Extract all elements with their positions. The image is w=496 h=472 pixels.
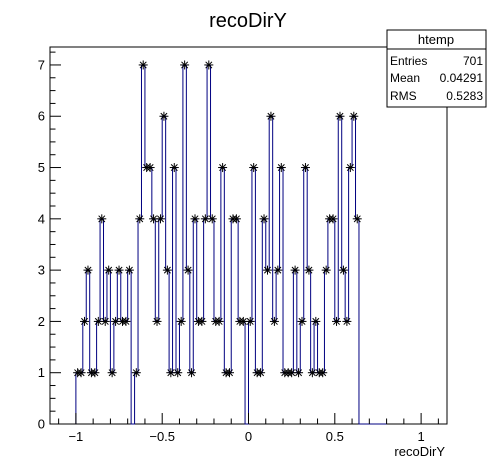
y-tick-label: 3 (38, 263, 45, 278)
chart-title: recoDirY (209, 10, 287, 32)
histogram-layer (73, 60, 387, 425)
bin-marker (135, 214, 145, 224)
bin-marker (131, 368, 141, 378)
bin-marker (342, 316, 352, 326)
bin-marker (256, 368, 266, 378)
bin-marker (190, 214, 200, 224)
bin-marker (304, 265, 314, 275)
bin-marker (145, 163, 155, 173)
stats-box: htemp Entries 701 Mean 0.04291 RMS 0.528… (386, 29, 487, 108)
bin-marker (269, 316, 279, 326)
bin-marker (162, 265, 172, 275)
bin-marker (169, 163, 179, 173)
bin-marker (214, 316, 224, 326)
x-tick-label: 1 (417, 429, 424, 444)
stats-rms-value: 0.5283 (446, 89, 483, 103)
bin-marker (231, 214, 241, 224)
y-tick-label: 0 (38, 417, 45, 432)
bin-marker (180, 60, 190, 70)
bin-marker (149, 214, 159, 224)
bin-marker (197, 316, 207, 326)
bin-marker (111, 316, 121, 326)
stats-mean-label: Mean (390, 71, 420, 85)
bin-marker (300, 163, 310, 173)
bin-marker (200, 214, 210, 224)
bin-marker (152, 316, 162, 326)
bin-marker (114, 265, 124, 275)
bin-marker (76, 368, 86, 378)
y-tick-label: 6 (38, 109, 45, 124)
bin-marker (311, 316, 321, 326)
bin-marker (238, 316, 248, 326)
bin-marker (204, 60, 214, 70)
bin-marker (187, 368, 197, 378)
y-tick-label: 4 (38, 211, 45, 226)
y-axis: 0 1 2 3 4 5 6 7 (38, 51, 61, 432)
bin-marker (352, 214, 362, 224)
stats-entries-value: 701 (463, 54, 483, 68)
bin-marker (218, 163, 228, 173)
x-tick-label: −1 (68, 429, 83, 444)
bin-marker (104, 265, 114, 275)
bin-marker (318, 368, 328, 378)
y-tick-label: 1 (38, 365, 45, 380)
y-tick-label: 5 (38, 160, 45, 175)
bin-marker (332, 316, 342, 326)
bin-marker (207, 214, 217, 224)
bin-marker (245, 316, 255, 326)
stats-rms-label: RMS (390, 89, 417, 103)
x-tick-label: 0 (245, 429, 252, 444)
bin-marker (176, 316, 186, 326)
x-axis: −1 −0.5 0 0.5 1 (58, 413, 439, 444)
bin-marker (294, 368, 304, 378)
stats-mean-value: 0.04291 (440, 71, 484, 85)
bin-marker (266, 111, 276, 121)
bin-marker (335, 111, 345, 121)
x-tick-label: 0.5 (326, 429, 344, 444)
bin-marker (83, 265, 93, 275)
bin-marker (249, 163, 259, 173)
bin-marker (338, 265, 348, 275)
bin-marker (155, 214, 165, 224)
bin-marker (290, 265, 300, 275)
y-tick-label: 7 (38, 57, 45, 72)
bin-marker (121, 316, 131, 326)
bin-marker (262, 265, 272, 275)
bin-marker (273, 265, 283, 275)
bin-marker (328, 214, 338, 224)
y-tick-label: 2 (38, 314, 45, 329)
bin-marker (159, 111, 169, 121)
bin-marker (90, 368, 100, 378)
x-tick-label: −0.5 (149, 429, 175, 444)
bin-marker (80, 316, 90, 326)
stats-entries-label: Entries (390, 54, 427, 68)
bin-marker (124, 265, 134, 275)
bin-marker (345, 163, 355, 173)
bin-marker (100, 316, 110, 326)
bin-marker (259, 214, 269, 224)
stats-box-title: htemp (418, 32, 454, 47)
bin-marker (225, 368, 235, 378)
x-axis-title: recoDirY (394, 444, 445, 459)
bin-marker (321, 265, 331, 275)
bin-marker (297, 316, 307, 326)
bin-marker (138, 60, 148, 70)
bin-marker (173, 368, 183, 378)
bin-marker (349, 111, 359, 121)
bin-marker (97, 214, 107, 224)
bin-marker (107, 368, 117, 378)
bin-marker (276, 163, 286, 173)
bin-marker (183, 265, 193, 275)
